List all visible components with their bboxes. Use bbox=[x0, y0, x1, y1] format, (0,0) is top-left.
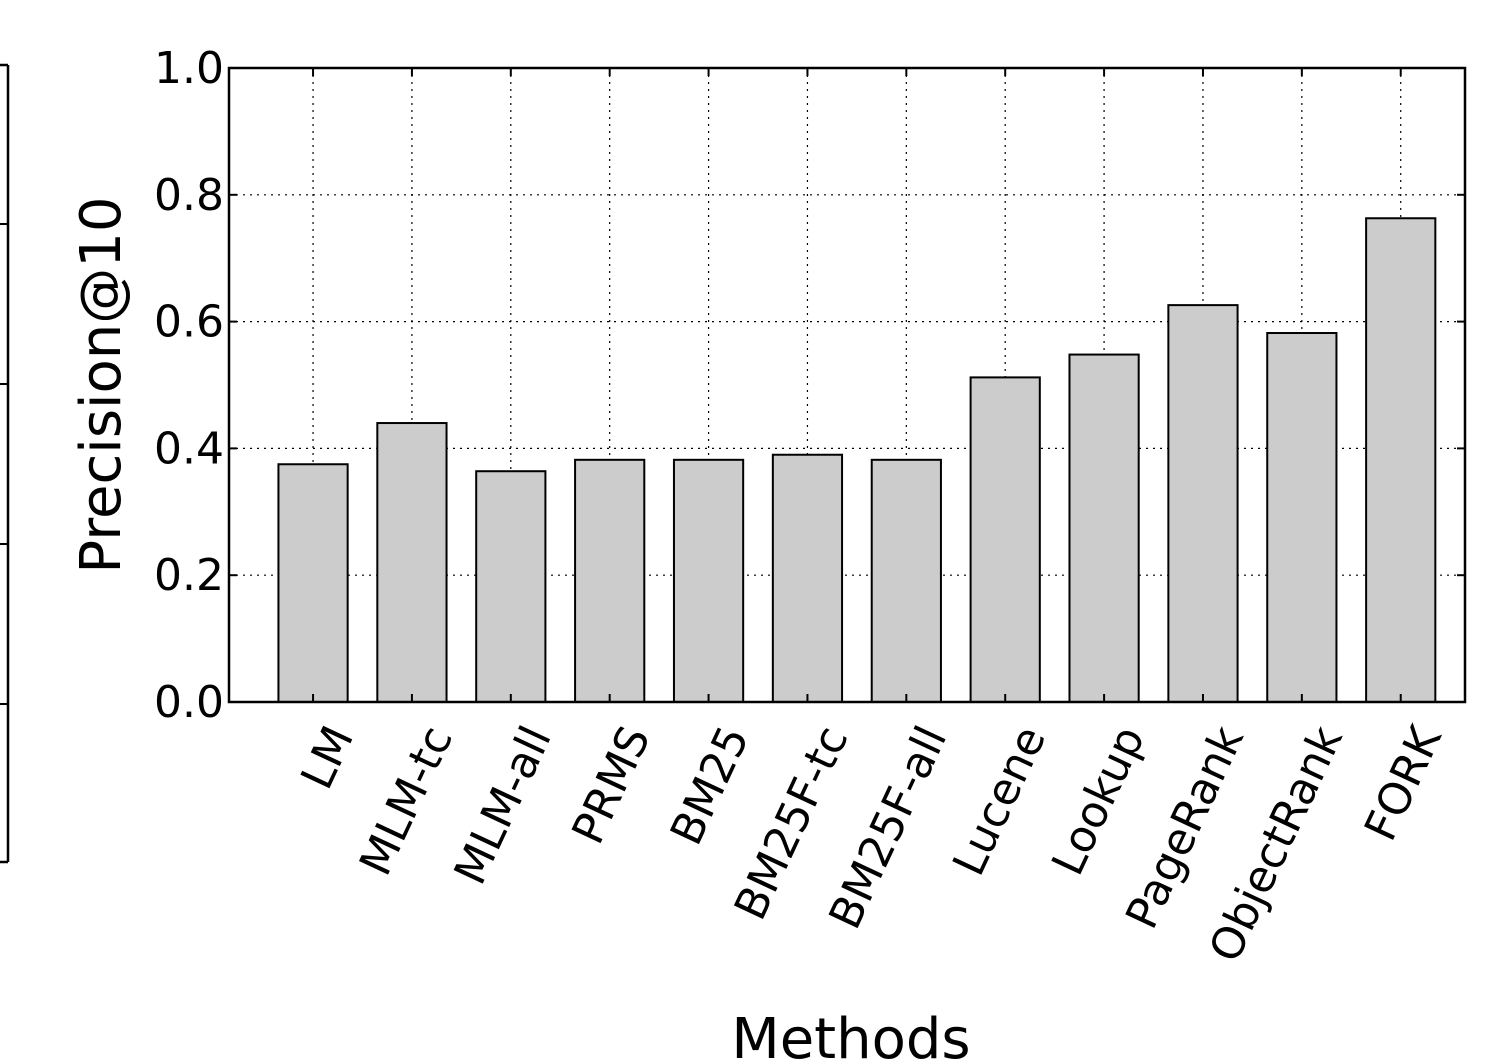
bars bbox=[277, 217, 1437, 704]
bar-lookup bbox=[1068, 353, 1140, 703]
y-tick-label: 0.6 bbox=[154, 297, 224, 348]
bar-lucene bbox=[969, 376, 1041, 703]
bar-objectrank bbox=[1266, 332, 1338, 703]
bar-mlm-tc bbox=[376, 422, 448, 703]
bar-lm bbox=[277, 463, 349, 703]
x-tick-label: LM bbox=[291, 719, 364, 797]
x-tick-label: BM25 bbox=[661, 719, 760, 853]
x-tick-label: MLM-tc bbox=[350, 719, 463, 884]
bar-pagerank bbox=[1167, 304, 1239, 703]
bar-bm25f-tc bbox=[771, 453, 844, 703]
y-axis-ticks: 0.0 0.2 0.4 0.6 0.8 1.0 bbox=[154, 43, 1465, 728]
bar-mlm-all bbox=[475, 470, 547, 703]
y-tick-label: 1.0 bbox=[154, 43, 224, 94]
y-axis-title: Precision@10 bbox=[69, 196, 134, 573]
y-tick-label: 0.4 bbox=[154, 423, 224, 474]
bar-bm25 bbox=[672, 458, 745, 704]
x-tick-label: Lookup bbox=[1042, 719, 1155, 883]
plot-frame bbox=[227, 66, 1467, 704]
x-tick-label: MLM-all bbox=[445, 719, 562, 893]
bar-fork bbox=[1365, 217, 1437, 703]
y-tick-label: 0.8 bbox=[154, 170, 224, 221]
x-tick-label: FORK bbox=[1355, 718, 1452, 849]
y-tick-label: 0.2 bbox=[154, 550, 224, 601]
x-axis-title: Methods bbox=[731, 1007, 970, 1061]
bar-prms bbox=[574, 458, 646, 704]
x-tick-label: Lucene bbox=[943, 719, 1056, 884]
neighbor-panel-edge bbox=[0, 63, 10, 864]
x-tick-label: PRMS bbox=[562, 719, 660, 852]
y-tick-label: 0.0 bbox=[154, 677, 224, 728]
bar-bm25f-all bbox=[870, 458, 942, 704]
